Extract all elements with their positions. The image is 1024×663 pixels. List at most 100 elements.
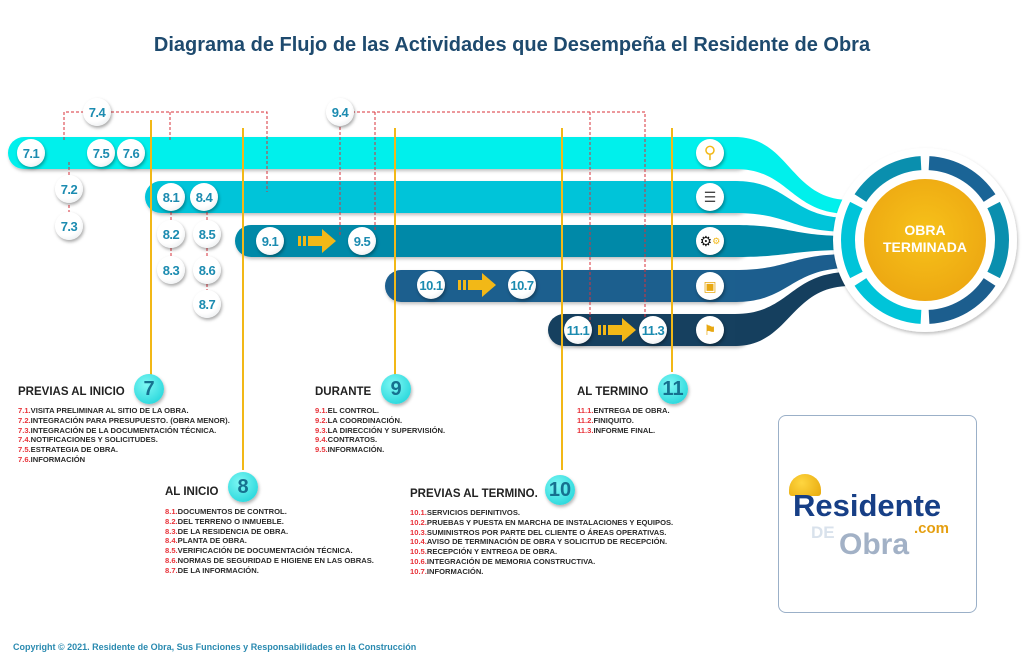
item-text: INTEGRACIÓN DE MEMORIA CONSTRUCTIVA. <box>426 556 596 566</box>
list-item: 9.1.EL CONTROL. <box>315 406 445 416</box>
list-item: 8.5.VERIFICACIÓN DE DOCUMENTACIÓN TÉCNIC… <box>165 546 374 556</box>
list-item: 8.7.DE LA INFORMACIÓN. <box>165 566 374 576</box>
item-text: LA DIRECCIÓN Y SUPERVISIÓN. <box>327 425 446 435</box>
list-item: 10.5.RECEPCIÓN Y ENTREGA DE OBRA. <box>410 547 673 557</box>
section-number-badge: 7 <box>134 374 164 404</box>
item-text: EL CONTROL. <box>327 406 380 415</box>
item-number: 8.4. <box>165 536 178 546</box>
item-number: 7.4. <box>18 435 31 445</box>
item-number: 11.2. <box>577 415 594 425</box>
section-title: PREVIAS AL TERMINO. <box>410 488 538 500</box>
item-text: ENTREGA DE OBRA. <box>593 406 670 415</box>
goal-line-1: OBRA <box>904 222 946 238</box>
step-badge-7.4: 7.4 <box>83 98 111 126</box>
item-text: INTEGRACIÓN DE LA DOCUMENTACIÓN TÉCNICA. <box>30 425 217 435</box>
ring-segment <box>854 278 922 324</box>
list-item: 7.4.NOTIFICACIONES Y SOLICITUDES. <box>18 435 230 445</box>
item-number: 8.2. <box>165 516 178 526</box>
list-item: 7.2.INTEGRACIÓN PARA PRESUPUESTO. (OBRA … <box>18 416 230 426</box>
list-item: 7.6.INFORMACIÓN <box>18 455 230 465</box>
gears-icon: ⚙ ⚙ <box>696 227 724 255</box>
magnifier-icon: ⚲ <box>696 139 724 167</box>
list-item: 8.2.DEL TERRENO O INMUEBLE. <box>165 517 374 527</box>
section-list: 11.1.ENTREGA DE OBRA. 11.2.FINIQUITO. 11.3… <box>577 406 670 435</box>
list-item: 11.2.FINIQUITO. <box>577 416 670 426</box>
item-number: 8.3. <box>165 526 178 536</box>
list-item: 8.6.NORMAS DE SEGURIDAD E HIGIENE EN LAS… <box>165 556 374 566</box>
logo-word-residente: Residente <box>793 488 942 523</box>
residente-de-obra-logo: Residente .com DE Obra <box>778 415 977 613</box>
list-item: 7.5.ESTRATEGIA DE OBRA. <box>18 445 230 455</box>
section-list: 8.1.DOCUMENTOS DE CONTROL. 8.2.DEL TERREN… <box>165 507 374 576</box>
item-number: 10.7. <box>410 566 427 576</box>
item-text: FINIQUITO. <box>593 415 634 425</box>
item-text: INTEGRACIÓN PARA PRESUPUESTO. (OBRA MENO… <box>30 415 230 425</box>
step-badge-8.5: 8.5 <box>193 220 221 248</box>
flow-bar-4 <box>385 270 751 302</box>
ring-segment <box>841 201 863 279</box>
item-text: NOTIFICACIONES Y SOLICITUDES. <box>30 435 158 445</box>
step-badge-9.4: 9.4 <box>326 98 354 126</box>
item-number: 8.6. <box>165 555 178 565</box>
item-text: INFORMACIÓN. <box>426 566 484 576</box>
section-number-badge: 10 <box>545 475 575 505</box>
ring-segment <box>987 201 1009 279</box>
step-badge-8.3: 8.3 <box>157 256 185 284</box>
step-badge-10.1: 10.1 <box>417 271 445 299</box>
item-text: RECEPCIÓN Y ENTREGA DE OBRA. <box>426 547 558 557</box>
item-text: SUMINISTROS POR PARTE DEL CLIENTE O ÁREA… <box>426 527 667 537</box>
bar-connector-1 <box>735 137 870 214</box>
item-text: PRUEBAS Y PUESTA EN MARCHA DE INSTALACIO… <box>426 517 674 527</box>
hard-hat-icon <box>789 474 821 496</box>
item-text: NORMAS DE SEGURIDAD E HIGIENE EN LAS OBR… <box>177 555 374 565</box>
step-badge-7.2: 7.2 <box>55 175 83 203</box>
item-number: 10.4. <box>410 537 427 547</box>
step-badge-7.3: 7.3 <box>55 212 83 240</box>
step-badge-8.1: 8.1 <box>157 183 185 211</box>
flow-bar-2 <box>145 181 751 213</box>
section-title: PREVIAS AL INICIO <box>18 386 125 398</box>
item-text: VERIFICACIÓN DE DOCUMENTACIÓN TÉCNICA. <box>177 546 353 556</box>
item-number: 10.3. <box>410 527 427 537</box>
step-badge-8.7: 8.7 <box>193 290 221 318</box>
goal-line-2: TERMINADA <box>883 239 967 255</box>
item-number: 9.2. <box>315 415 328 425</box>
dashed-link <box>63 111 268 192</box>
section-list: 7.1.VISITA PRELIMINAR AL SITIO DE LA OBR… <box>18 406 230 465</box>
step-badge-9.1: 9.1 <box>256 227 284 255</box>
item-number: 10.1. <box>410 508 427 517</box>
goal-label: OBRA TERMINADA <box>855 222 995 256</box>
item-number: 7.2. <box>18 415 31 425</box>
item-number: 11.1. <box>577 406 594 415</box>
item-number: 7.3. <box>18 425 31 435</box>
clipboard-checklist-icon: ☰ <box>696 183 724 211</box>
step-badge-8.6: 8.6 <box>193 256 221 284</box>
item-number: 8.5. <box>165 546 178 556</box>
step-badge-8.2: 8.2 <box>157 220 185 248</box>
section-list: 9.1.EL CONTROL. 9.2.LA COORDINACIÓN. 9.3.L… <box>315 406 445 455</box>
list-item: 8.4.PLANTA DE OBRA. <box>165 536 374 546</box>
item-number: 10.2. <box>410 517 427 527</box>
list-item: 7.3.INTEGRACIÓN DE LA DOCUMENTACIÓN TÉCN… <box>18 426 230 436</box>
goal-ring <box>833 148 1017 332</box>
item-number: 11.3. <box>577 425 594 435</box>
arrow-icon <box>458 273 496 297</box>
list-item: 8.1.DOCUMENTOS DE CONTROL. <box>165 507 374 517</box>
step-badge-7.5: 7.5 <box>87 139 115 167</box>
item-text: DOCUMENTOS DE CONTROL. <box>177 507 287 516</box>
logo-de: DE <box>811 523 835 542</box>
copyright-footer: Copyright © 2021. Residente de Obra, Sus… <box>13 642 417 652</box>
list-item: 10.3.SUMINISTROS POR PARTE DEL CLIENTE O… <box>410 528 673 538</box>
item-number: 10.6. <box>410 556 427 566</box>
item-text: INFORMACIÓN. <box>327 445 385 455</box>
list-item: 9.3.LA DIRECCIÓN Y SUPERVISIÓN. <box>315 426 445 436</box>
item-text: PLANTA DE OBRA. <box>177 536 247 546</box>
item-text: DE LA RESIDENCIA DE OBRA. <box>177 526 289 536</box>
item-number: 8.1. <box>165 507 178 516</box>
item-number: 9.5. <box>315 445 328 455</box>
dashed-link <box>339 111 646 326</box>
step-badge-7.1: 7.1 <box>17 139 45 167</box>
section-title: DURANTE <box>315 386 372 398</box>
step-badge-10.7: 10.7 <box>508 271 536 299</box>
item-text: DE LA INFORMACIÓN. <box>177 565 259 575</box>
